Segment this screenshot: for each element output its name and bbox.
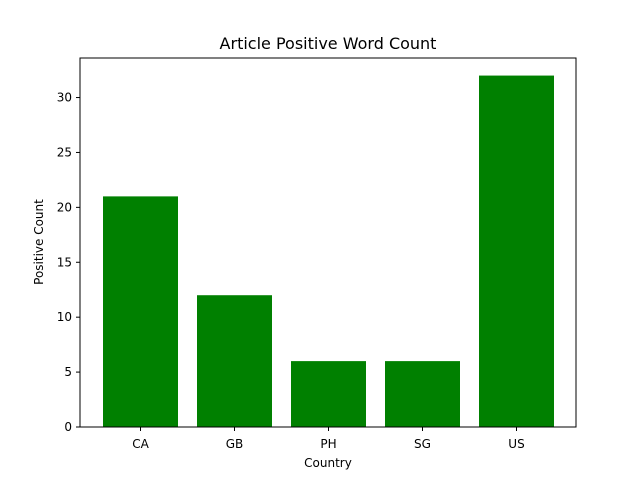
- bar-sg: [385, 361, 460, 427]
- x-tick-label-gb: GB: [226, 437, 244, 451]
- y-tick-label-10: 10: [57, 310, 72, 324]
- bars-layer: [103, 75, 554, 428]
- y-axis-label: Positive Count: [32, 199, 46, 285]
- y-tick-label-0: 0: [64, 420, 72, 434]
- y-tick-label-25: 25: [57, 145, 72, 159]
- x-tick-label-ph: PH: [320, 437, 336, 451]
- x-axis-label: Country: [304, 456, 352, 470]
- bar-ca: [103, 196, 178, 428]
- x-tick-label-sg: SG: [414, 437, 431, 451]
- x-tick-label-ca: CA: [132, 437, 149, 451]
- y-tick-label-5: 5: [64, 365, 72, 379]
- y-axis: 0 5 10 15 20 25 30: [57, 91, 80, 434]
- bar-ph: [291, 361, 366, 427]
- plot-frame: [79, 57, 577, 428]
- chart-title: Article Positive Word Count: [220, 34, 437, 53]
- y-tick-label-15: 15: [57, 255, 72, 269]
- x-axis: CA GB PH SG US: [132, 427, 525, 451]
- bar-gb: [197, 295, 272, 427]
- y-tick-label-20: 20: [57, 200, 72, 214]
- bar-us: [479, 75, 554, 427]
- y-tick-label-30: 30: [57, 91, 72, 105]
- x-tick-label-us: US: [508, 437, 524, 451]
